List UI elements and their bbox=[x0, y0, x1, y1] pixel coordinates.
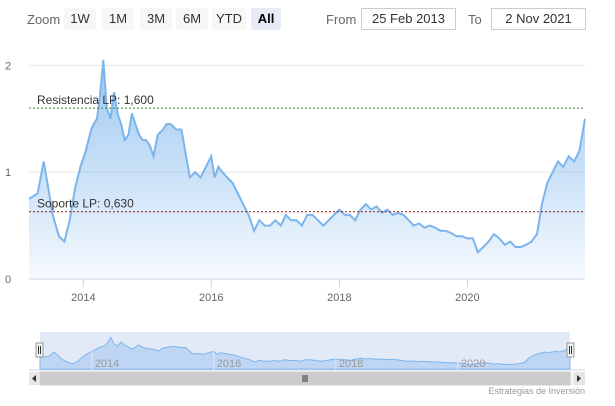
to-label: To bbox=[468, 12, 482, 27]
x-tick-label: 2020 bbox=[455, 292, 479, 304]
x-tick-label: 2016 bbox=[199, 292, 223, 304]
navigator-x-label: 2016 bbox=[217, 358, 241, 370]
price-area-fill bbox=[29, 60, 585, 279]
zoom-label: Zoom bbox=[27, 12, 61, 27]
zoom-1w-button[interactable]: 1W bbox=[64, 8, 96, 30]
arrow-right-icon bbox=[577, 375, 581, 382]
from-date-input[interactable] bbox=[361, 8, 456, 30]
navigator-left-handle[interactable] bbox=[35, 342, 44, 358]
zoom-6m-button[interactable]: 6M bbox=[176, 8, 208, 30]
support-label: Soporte LP: 0,630 bbox=[37, 197, 134, 211]
navigator-x-label: 2018 bbox=[339, 358, 363, 370]
to-date-input[interactable] bbox=[491, 8, 586, 30]
scrollbar-grip-icon bbox=[302, 375, 308, 382]
zoom-all-button[interactable]: All bbox=[251, 8, 281, 30]
arrow-left-icon bbox=[32, 375, 36, 382]
x-axis-ticks: 2014 2016 2018 2020 bbox=[71, 279, 480, 304]
scrollbar-left-arrow-button[interactable] bbox=[29, 372, 40, 385]
y-axis-labels: 0 1 2 bbox=[5, 60, 11, 286]
navigator-selection[interactable] bbox=[40, 332, 570, 370]
from-label: From bbox=[326, 12, 357, 27]
navigator-x-labels: 2014 2016 2018 2020 bbox=[91, 332, 485, 370]
range-selector: Zoom 1W 1M 3M 6M YTD All From To bbox=[0, 0, 615, 40]
zoom-3m-button[interactable]: 3M bbox=[140, 8, 172, 30]
scrollbar-right-arrow-button[interactable] bbox=[574, 372, 585, 385]
credits[interactable]: Estrategias de Inversión bbox=[488, 386, 585, 396]
y-tick-label: 2 bbox=[5, 60, 11, 72]
zoom-ytd-button[interactable]: YTD bbox=[212, 8, 246, 30]
x-tick-label: 2014 bbox=[71, 292, 95, 304]
price-series-line bbox=[28, 59, 586, 255]
y-tick-label: 0 bbox=[5, 274, 11, 286]
navigator-x-label: 2020 bbox=[461, 358, 485, 370]
main-chart: 0 1 2 Resistencia LP: 1,600 Soporte LP: 0,… bbox=[5, 59, 586, 304]
resistance-label: Resistencia LP: 1,600 bbox=[37, 93, 154, 107]
zoom-1m-button[interactable]: 1M bbox=[102, 8, 134, 30]
navigator[interactable]: 2014 2016 2018 2020 bbox=[0, 326, 615, 386]
navigator-series-area bbox=[39, 336, 571, 370]
x-tick-label: 2018 bbox=[327, 292, 351, 304]
navigator-x-label: 2014 bbox=[95, 358, 119, 370]
navigator-right-handle[interactable] bbox=[566, 342, 575, 358]
y-tick-label: 1 bbox=[5, 167, 11, 179]
